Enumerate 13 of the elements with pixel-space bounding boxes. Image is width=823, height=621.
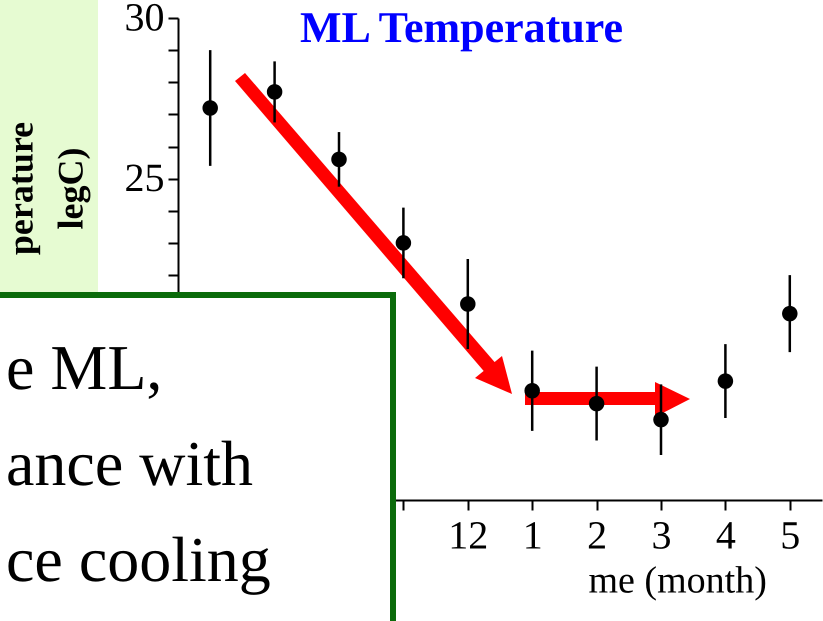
x-axis-title: me (month) bbox=[588, 560, 767, 602]
annotation: ance with bbox=[6, 427, 254, 501]
y-axis-title: perature legC) bbox=[0, 122, 90, 256]
text-box: e ML, ance with ce cooling bbox=[0, 292, 396, 621]
y-tick-label: 30 bbox=[124, 0, 164, 40]
x-tick-label: 2 bbox=[587, 512, 608, 558]
chart-title: ML Temperature bbox=[300, 2, 624, 53]
x-tick-label: 4 bbox=[716, 512, 736, 558]
y-tick-label: 25 bbox=[124, 155, 164, 200]
x-tick-label: 3 bbox=[652, 512, 672, 558]
x-tick-label: 5 bbox=[780, 512, 800, 558]
x-tick-label: 1 bbox=[522, 512, 543, 558]
x-tick-label: 12 bbox=[448, 512, 488, 558]
